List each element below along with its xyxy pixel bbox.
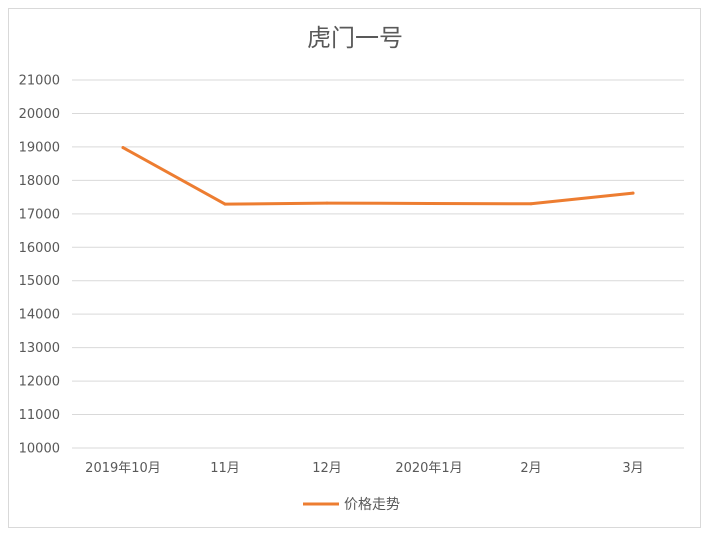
y-tick-label: 16000 xyxy=(19,241,60,256)
series-layer xyxy=(121,146,635,206)
x-tick-label: 2019年10月 xyxy=(85,461,161,476)
x-tick-label: 3月 xyxy=(622,461,643,476)
legend-label: 价格走势 xyxy=(344,497,400,513)
y-tick-label: 18000 xyxy=(19,174,60,189)
y-tick-label: 19000 xyxy=(19,140,60,155)
data-point[interactable] xyxy=(631,191,635,195)
chart-title: 虎门一号 xyxy=(307,24,403,52)
gridlines xyxy=(72,79,684,449)
y-tick-label: 17000 xyxy=(19,207,60,222)
x-tick-label: 11月 xyxy=(210,461,240,476)
data-point[interactable] xyxy=(529,202,533,206)
y-tick-label: 15000 xyxy=(19,274,60,289)
y-axis: 10000 11000 12000 13000 14000 15000 16000 17000… xyxy=(19,74,60,457)
legend[interactable]: 价格走势 xyxy=(303,497,400,513)
x-tick-label: 2月 xyxy=(520,461,541,476)
data-point[interactable] xyxy=(325,201,329,205)
data-point[interactable] xyxy=(121,146,125,150)
y-tick-label: 14000 xyxy=(19,308,60,323)
x-tick-label: 2020年1月 xyxy=(395,461,462,476)
y-tick-label: 12000 xyxy=(19,375,60,390)
series-line[interactable] xyxy=(121,146,635,206)
y-tick-label: 21000 xyxy=(19,74,60,89)
data-point[interactable] xyxy=(223,202,227,206)
y-tick-label: 11000 xyxy=(19,408,60,423)
x-axis: 2019年10月 11月 12月 2020年1月 2月 3月 xyxy=(85,461,643,476)
y-tick-label: 20000 xyxy=(19,107,60,122)
data-point[interactable] xyxy=(427,201,431,205)
y-tick-label: 13000 xyxy=(19,341,60,356)
x-tick-label: 12月 xyxy=(312,461,342,476)
chart-frame xyxy=(8,8,701,528)
y-tick-label: 10000 xyxy=(19,442,60,457)
